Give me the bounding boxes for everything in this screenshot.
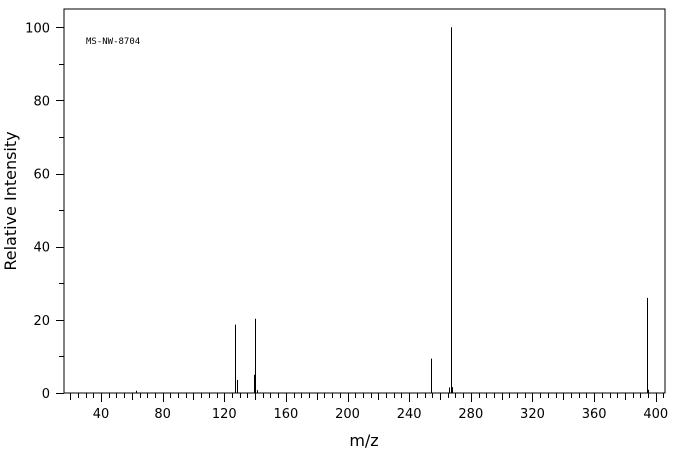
x-tick-label: 200 [335,407,360,422]
x-tick-label: 120 [212,407,237,422]
x-axis-ticks: 40 80 120 160 200 240 280 320 360 400 [70,393,668,422]
plot-frame [63,8,666,394]
y-tick-label: 80 [33,94,50,109]
x-tick-label: 320 [520,407,545,422]
y-axis-ticks: 0 20 40 60 80 100 [25,21,64,402]
y-tick-label: 100 [25,21,50,36]
x-tick-label: 400 [643,407,668,422]
y-tick-label: 40 [33,241,50,256]
x-tick-label: 40 [93,407,110,422]
x-tick-label: 280 [458,407,483,422]
y-tick-label: 20 [33,314,50,329]
y-tick-label: 0 [42,387,50,402]
x-tick-label: 360 [582,407,607,422]
x-tick-label: 160 [273,407,298,422]
x-tick-label: 80 [154,407,171,422]
spectrum-peaks [136,27,649,393]
x-axis-title: m/z [349,431,378,450]
y-axis-title: Relative Intensity [1,131,20,270]
x-tick-label: 240 [397,407,422,422]
y-tick-label: 60 [33,168,50,183]
annotation-label: MS-NW-8704 [86,37,140,47]
